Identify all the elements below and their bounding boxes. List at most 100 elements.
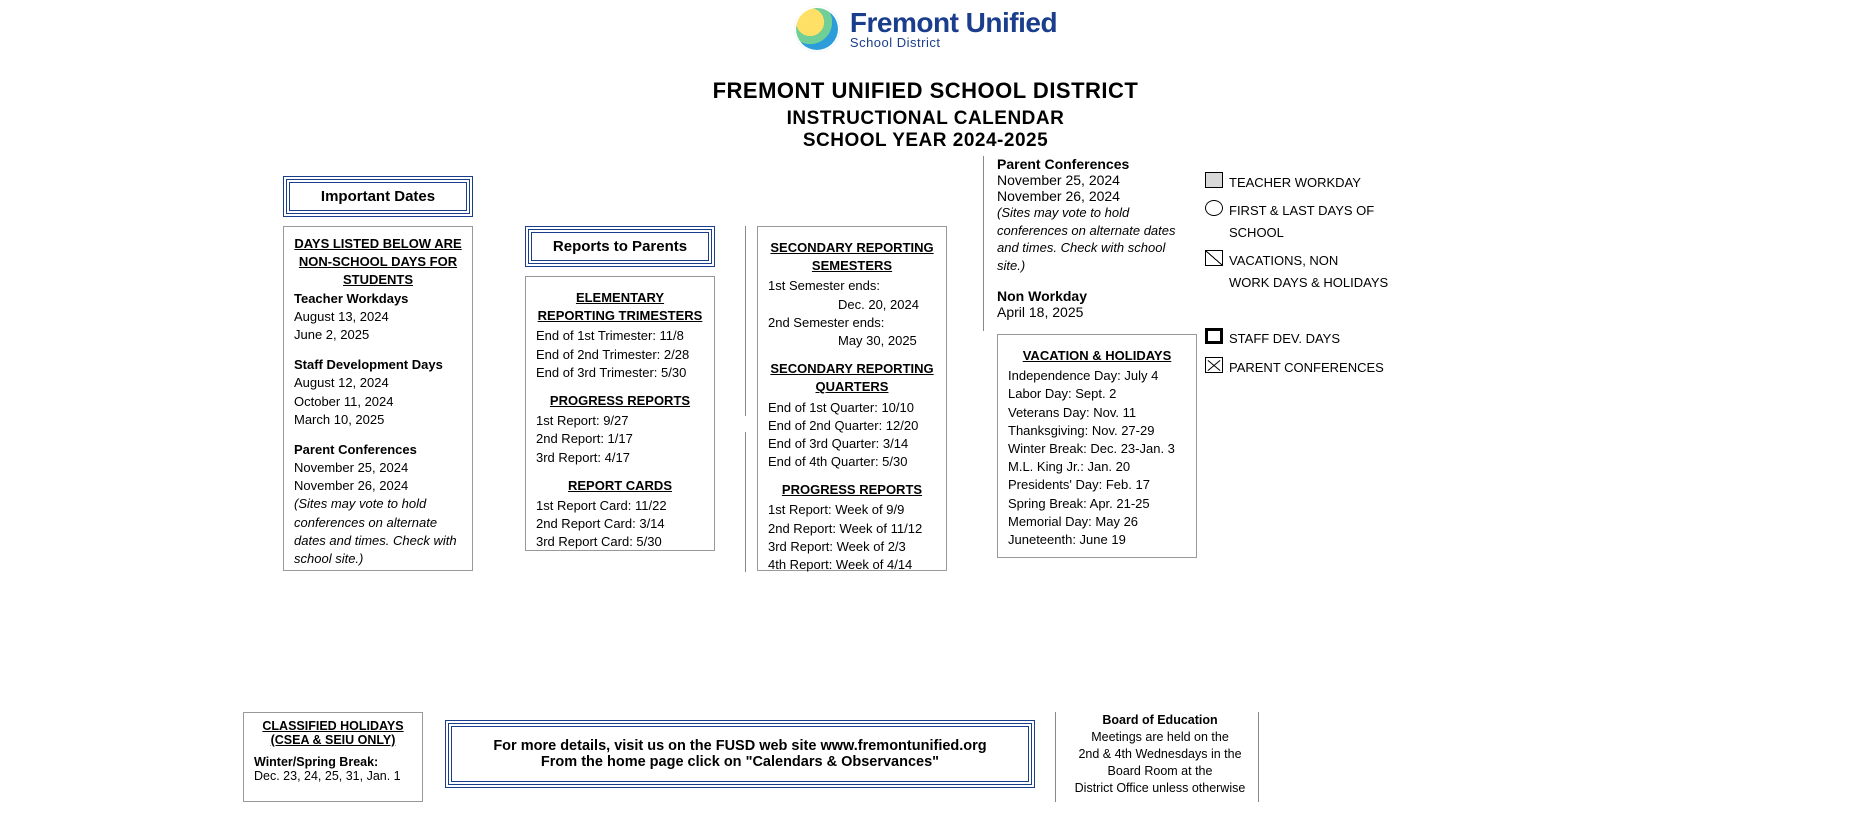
swatch-vacations-icon [1205, 250, 1223, 266]
intro-line: NON-SCHOOL DAYS FOR [294, 253, 462, 271]
sem2-label: 2nd Semester ends: [768, 314, 936, 332]
district-logo-icon [794, 6, 840, 52]
winter-spring-label: Winter/Spring Break: [254, 755, 412, 769]
vacation-item: Veterans Day: Nov. 11 [1008, 404, 1186, 422]
important-dates-box: DAYS LISTED BELOW ARE NON-SCHOOL DAYS FO… [283, 226, 473, 571]
vacation-item: Presidents' Day: Feb. 17 [1008, 476, 1186, 494]
vacation-header: VACATION & HOLIDAYS [1008, 347, 1186, 365]
swatch-teacher-workday-icon [1205, 172, 1223, 188]
intro-line: DAYS LISTED BELOW ARE [294, 235, 462, 253]
sec-semesters-label: SECONDARY REPORTING SEMESTERS [768, 239, 936, 275]
legend-text: VACATIONS, NON WORK DAYS & HOLIDAYS [1229, 250, 1388, 294]
winter-spring-dates: Dec. 23, 24, 25, 31, Jan. 1 [254, 769, 412, 783]
sem1-date: Dec. 20, 2024 [768, 296, 936, 314]
swatch-parent-conf-icon [1205, 357, 1223, 373]
legend: TEACHER WORKDAY FIRST & LAST DAYS OF SCH… [1205, 172, 1429, 385]
right-parent-conf-date: November 26, 2024 [997, 188, 1187, 204]
report-card-row: 3rd Report Card: 5/30 [536, 533, 704, 551]
legend-row: PARENT CONFERENCES [1205, 357, 1429, 379]
staff-dev-date: March 10, 2025 [294, 411, 462, 429]
elem-trim-label: ELEMENTARY REPORTING TRIMESTERS [536, 289, 704, 325]
progress-row: 2nd Report: 1/17 [536, 430, 704, 448]
legend-row: FIRST & LAST DAYS OF SCHOOL [1205, 200, 1429, 244]
secondary-box: SECONDARY REPORTING SEMESTERS 1st Semest… [757, 226, 947, 571]
legend-text: TEACHER WORKDAY [1229, 172, 1361, 194]
boe-line: 2nd & 4th Wednesdays in the [1065, 746, 1255, 763]
brand-header: Fremont Unified School District [0, 0, 1851, 52]
quarter-row: End of 2nd Quarter: 12/20 [768, 417, 936, 435]
quarter-row: End of 3rd Quarter: 3/14 [768, 435, 936, 453]
elem-trim-row: End of 3rd Trimester: 5/30 [536, 364, 704, 382]
sem2-date: May 30, 2025 [768, 332, 936, 350]
vacation-holidays-box: VACATION & HOLIDAYS Independence Day: Ju… [997, 334, 1197, 558]
legend-row: VACATIONS, NON WORK DAYS & HOLIDAYS [1205, 250, 1429, 294]
boe-line: District Office unless otherwise [1065, 780, 1255, 797]
non-workday-date: April 18, 2025 [997, 304, 1187, 320]
document-title: FREMONT UNIFIED SCHOOL DISTRICT [0, 78, 1851, 104]
swatch-staff-dev-icon [1205, 328, 1223, 344]
more-details-line: For more details, visit us on the FUSD w… [469, 738, 1011, 754]
sec-progress-label: PROGRESS REPORTS [768, 481, 936, 499]
teacher-workday-date: August 13, 2024 [294, 308, 462, 326]
vacation-item: Spring Break: Apr. 21-25 [1008, 495, 1186, 513]
elem-trim-row: End of 2nd Trimester: 2/28 [536, 346, 704, 364]
elem-trim-label-text: ELEMENTARY REPORTING TRIMESTERS [538, 290, 703, 323]
brand-text-block: Fremont Unified School District [850, 9, 1057, 50]
teacher-workdays-label: Teacher Workdays [294, 290, 462, 308]
board-of-education-box: Board of Education Meetings are held on … [1065, 712, 1255, 796]
vertical-separator [745, 432, 746, 572]
elem-trim-row: End of 1st Trimester: 11/8 [536, 327, 704, 345]
vertical-separator [1055, 712, 1056, 802]
sec-progress-row: 3rd Report: Week of 2/3 [768, 538, 936, 556]
swatch-first-last-icon [1205, 200, 1223, 216]
vacation-item: Labor Day: Sept. 2 [1008, 385, 1186, 403]
vertical-separator [745, 226, 746, 416]
sec-progress-row: 1st Report: Week of 9/9 [768, 501, 936, 519]
classified-holidays-box: CLASSIFIED HOLIDAYS (CSEA & SEIU ONLY) W… [243, 712, 423, 802]
reports-to-parents-header: Reports to Parents [525, 226, 715, 267]
vacation-item: Juneteenth: June 19 [1008, 531, 1186, 549]
quarter-row: End of 1st Quarter: 10/10 [768, 399, 936, 417]
report-cards-label: REPORT CARDS [536, 477, 704, 495]
teacher-workday-date: June 2, 2025 [294, 326, 462, 344]
boe-line: Meetings are held on the [1065, 729, 1255, 746]
legend-text: PARENT CONFERENCES [1229, 357, 1384, 379]
parent-conf-date: November 26, 2024 [294, 477, 462, 495]
boe-line: Board Room at the [1065, 763, 1255, 780]
right-parent-conf-box: Parent Conferences November 25, 2024 Nov… [997, 156, 1187, 320]
progress-label: PROGRESS REPORTS [536, 392, 704, 410]
classified-label: CLASSIFIED HOLIDAYS [254, 719, 412, 733]
right-parent-conf-note: (Sites may vote to hold conferences on a… [997, 204, 1187, 274]
progress-row: 1st Report: 9/27 [536, 412, 704, 430]
legend-vacations-line1: VACATIONS, NON [1229, 253, 1338, 268]
vacation-item: Independence Day: July 4 [1008, 367, 1186, 385]
right-parent-conf-label: Parent Conferences [997, 156, 1187, 172]
classified-sub: (CSEA & SEIU ONLY) [254, 733, 412, 747]
vacation-item: Memorial Day: May 26 [1008, 513, 1186, 531]
legend-row: STAFF DEV. DAYS [1205, 328, 1429, 350]
right-parent-conf-date: November 25, 2024 [997, 172, 1187, 188]
sec-progress-row: 4th Report: Week of 4/14 [768, 556, 936, 574]
vertical-separator [1258, 712, 1259, 802]
legend-vacations-line2: WORK DAYS & HOLIDAYS [1229, 275, 1388, 290]
staff-dev-date: October 11, 2024 [294, 393, 462, 411]
intro-line: STUDENTS [294, 271, 462, 289]
content-grid: Important Dates DAYS LISTED BELOW ARE NO… [0, 152, 1851, 712]
important-dates-header: Important Dates [283, 176, 473, 217]
boe-title: Board of Education [1065, 712, 1255, 729]
parent-conf-note: (Sites may vote to hold conferences on a… [294, 495, 462, 568]
brand-name: Fremont Unified [850, 9, 1057, 37]
parent-conf-label: Parent Conferences [294, 441, 462, 459]
staff-dev-label: Staff Development Days [294, 356, 462, 374]
non-workday-label: Non Workday [997, 288, 1187, 304]
report-card-row: 2nd Report Card: 3/14 [536, 515, 704, 533]
quarter-row: End of 4th Quarter: 5/30 [768, 453, 936, 471]
staff-dev-date: August 12, 2024 [294, 374, 462, 392]
document-subtitle-2: SCHOOL YEAR 2024-2025 [0, 130, 1851, 152]
reports-to-parents-box: ELEMENTARY REPORTING TRIMESTERS End of 1… [525, 276, 715, 551]
report-card-row: 1st Report Card: 11/22 [536, 497, 704, 515]
legend-text: STAFF DEV. DAYS [1229, 328, 1340, 350]
vertical-separator [983, 156, 984, 331]
sec-quarters-label: SECONDARY REPORTING QUARTERS [768, 360, 936, 396]
vacation-item: M.L. King Jr.: Jan. 20 [1008, 458, 1186, 476]
